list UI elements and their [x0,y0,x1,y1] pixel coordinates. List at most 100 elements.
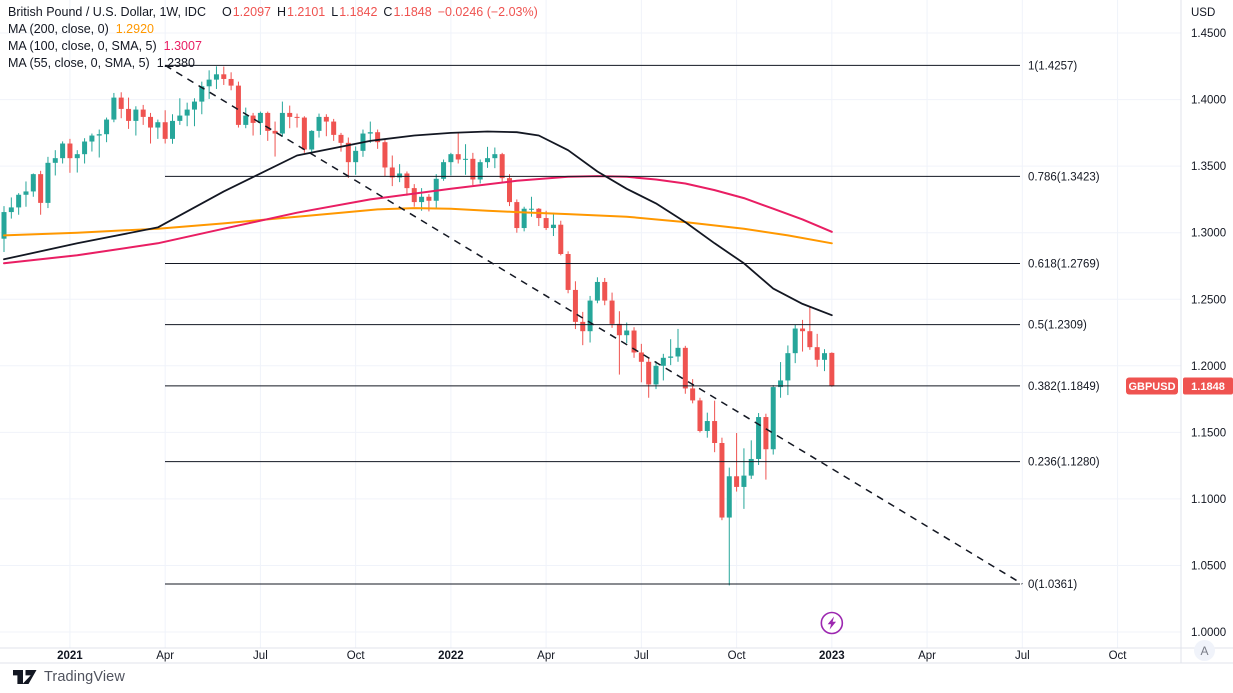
price-tick-label: 1.3000 [1191,228,1226,240]
candle-body [448,154,454,163]
time-tick-label: Apr [156,650,174,662]
fib-retracement[interactable]: 1(1.4257) 0.786(1.3423) 0.618(1.2769) 0.5(1… [165,60,1100,591]
time-tick-label: Apr [918,650,936,662]
tradingview-logo-text[interactable]: TradingView [44,669,125,685]
ma-55-value: 1.2380 [156,56,195,70]
candle-body [734,476,740,487]
candle-body [375,132,381,143]
downtrend-dashed-line[interactable] [164,64,1023,585]
candle-body [499,154,505,179]
ma-100-legend-row[interactable]: MA (100, close, 0, SMA, 5) 1.3007 [8,38,538,55]
candle-body [426,196,432,201]
time-tick-label: Oct [347,650,366,662]
candle-body [23,191,29,195]
candle-body [155,122,161,128]
candle-body [52,158,58,163]
candle-body [778,380,784,388]
candle-body [455,154,461,160]
ohlc-open-value: 1.2097 [232,5,271,19]
auto-scale-button[interactable]: A [1194,640,1215,661]
time-tick-label: Oct [728,650,747,662]
candle-body [148,116,154,128]
time-tick-label: 2022 [438,650,464,662]
candle-body [301,117,307,150]
price-axis[interactable]: USD 1.4500 1.4000 1.3500 1.3000 1.2500 1.2000 1… [1191,7,1226,639]
candle-body [199,86,205,102]
time-axis[interactable]: 2021 Apr Jul Oct 2022 Apr Jul Oct 2023 Apr Jul Oct [57,650,1127,662]
candle-body [506,178,512,203]
footer-branding: TradingView [13,666,125,688]
candle-body [126,108,132,121]
candle-body [763,417,769,450]
candle-body [104,119,110,135]
event-marker-icon[interactable] [820,611,844,635]
candle-body [82,141,88,155]
candle-body [704,421,710,432]
candle-body [184,109,190,116]
candle-body [118,97,124,109]
candle-body [133,109,139,121]
price-tick-label: 1.0000 [1191,627,1226,639]
candle-body [294,116,300,118]
candle-body [792,328,798,354]
candle-body [272,130,278,134]
candle-body [404,173,410,189]
candle-body [785,353,791,381]
ma-100-line [3,175,833,265]
last-price-badge: 1.1848 [1183,377,1233,395]
price-chart-plot[interactable]: 1(1.4257) 0.786(1.3423) 0.618(1.2769) 0.5(1… [0,0,1233,666]
candle-body [675,347,681,357]
candle-body [748,458,754,476]
candle-body [631,330,637,353]
candle-body [177,115,183,121]
candle-body [8,207,14,213]
candle-body [580,321,586,332]
symbol-title[interactable]: British Pound / U.S. Dollar, 1W, IDC [8,5,206,19]
price-tick-label: 1.3500 [1191,161,1226,173]
candle-body [807,331,813,348]
candle-body [543,218,549,229]
svg-text:1.1848: 1.1848 [1191,381,1225,393]
candle-body [367,132,373,134]
candle-body [572,289,578,322]
candle-body [616,323,622,336]
candle-body [1,212,7,239]
candle-body [323,116,329,122]
time-tick-label: Jul [1015,650,1030,662]
price-tick-label: 1.2500 [1191,294,1226,306]
candle-body [419,196,425,203]
candle-body [45,162,51,203]
price-tick-label: 1.0500 [1191,560,1226,572]
ma-200-legend-row[interactable]: MA (200, close, 0) 1.2920 [8,21,538,38]
candle-body [279,112,285,134]
ma-200-line [3,207,833,245]
candle-body [822,353,828,360]
candle-body [829,352,835,387]
candle-body [800,328,806,332]
ohlc-close-value: 1.1848 [393,5,432,19]
candle-body [287,112,293,117]
price-axis-currency: USD [1191,7,1215,19]
candle-body [111,97,117,120]
chart-legend: British Pound / U.S. Dollar, 1W, IDC O1.2… [8,4,538,72]
price-tick-label: 1.1000 [1191,494,1226,506]
candle-body [770,387,776,450]
candle-body [638,352,644,362]
candle-body [470,158,476,180]
candle-body [397,173,403,178]
candle-body [690,388,696,401]
ma-55-legend-row[interactable]: MA (55, close, 0, SMA, 5) 1.2380 [8,55,538,72]
candle-body [463,158,469,160]
candle-body [345,142,351,163]
candle-body [96,134,102,136]
candle-body [338,134,344,143]
candle-body [587,300,593,332]
time-tick-label: Oct [1109,650,1128,662]
fib-level-label: 0.382(1.1849) [1028,381,1100,393]
candle-body [38,174,44,203]
candle-body [668,356,674,358]
tradingview-logo-icon[interactable] [13,669,37,686]
candle-body [712,421,718,443]
candle-body [30,174,36,192]
candle-body [609,300,615,324]
